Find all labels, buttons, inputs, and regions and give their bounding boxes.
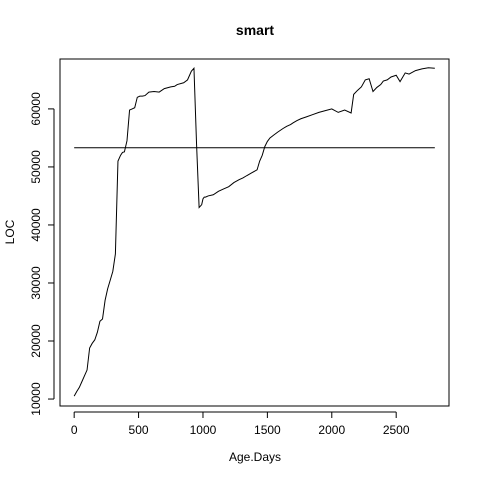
- series-line: [73, 67, 435, 397]
- x-tick-label: 1000: [190, 423, 217, 437]
- x-tick-label: 2000: [318, 423, 345, 437]
- chart-title: smart: [236, 22, 274, 38]
- x-tick-label: 2500: [383, 423, 410, 437]
- x-tick-label: 1500: [254, 423, 281, 437]
- y-axis-label: LOC: [3, 219, 17, 244]
- y-tick-label: 10000: [29, 382, 43, 416]
- x-axis: 0 500 1000 1500 2000 2500: [71, 411, 410, 437]
- y-tick-label: 60000: [29, 92, 43, 126]
- y-axis: 10000 20000 30000 40000 50000 60000: [29, 92, 55, 416]
- y-tick-label: 20000: [29, 324, 43, 358]
- x-axis-label: Age.Days: [229, 450, 281, 464]
- y-tick-label: 30000: [29, 266, 43, 300]
- y-tick-label: 40000: [29, 208, 43, 242]
- plot-frame: [59, 58, 450, 407]
- x-tick-label: 500: [129, 423, 149, 437]
- x-tick-label: 0: [71, 423, 78, 437]
- y-tick-label: 50000: [29, 150, 43, 184]
